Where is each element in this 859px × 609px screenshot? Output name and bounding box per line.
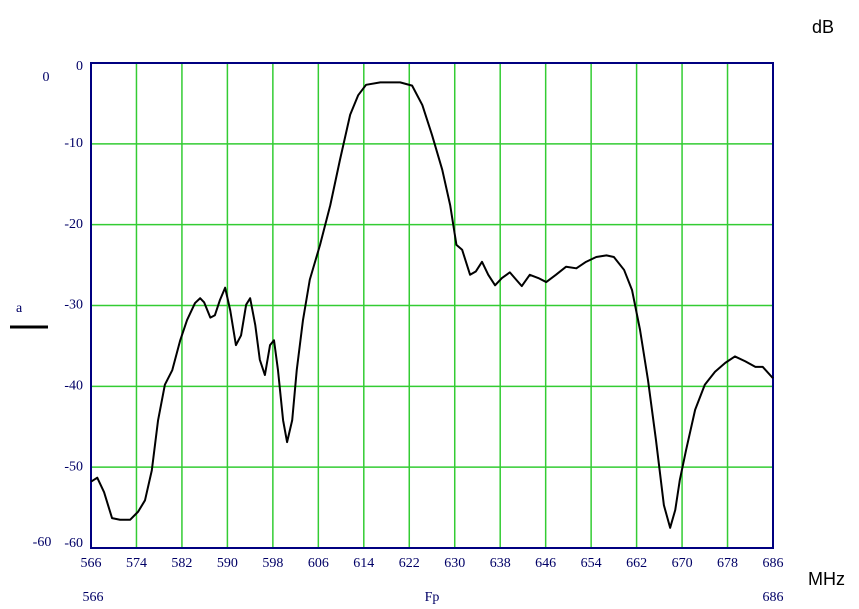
y-tick-label: -50 <box>64 459 83 474</box>
y-tick-label: -60 <box>64 536 83 551</box>
x-tick-label: 590 <box>217 556 238 571</box>
x-tick-label: 574 <box>126 556 147 571</box>
x-tick-label: 566 <box>81 556 102 571</box>
legend-label: a <box>16 301 23 316</box>
x-axis-label: Fp <box>425 590 440 605</box>
x-tick-label: 638 <box>490 556 511 571</box>
y-tick-label: -40 <box>64 379 83 394</box>
y-tick-label: 0 <box>76 59 83 74</box>
x-tick-label: 630 <box>444 556 465 571</box>
x-min-label: 566 <box>83 590 104 605</box>
x-tick-label: 606 <box>308 556 329 571</box>
data-line <box>90 81 774 529</box>
y-min-label: -60 <box>33 535 52 550</box>
plot-frame <box>90 62 774 549</box>
x-tick-label: 654 <box>581 556 602 571</box>
x-tick-label: 678 <box>717 556 738 571</box>
x-tick-label: 686 <box>763 556 784 571</box>
y-tick-label: -30 <box>64 298 83 313</box>
x-tick-label: 622 <box>399 556 420 571</box>
x-tick-label: 646 <box>535 556 556 571</box>
y-tick-label: -20 <box>64 217 83 232</box>
y-tick-label: -10 <box>64 136 83 151</box>
x-tick-label: 614 <box>353 556 374 571</box>
x-tick-label: 582 <box>171 556 192 571</box>
x-tick-label: 598 <box>262 556 283 571</box>
x-max-label: 686 <box>763 590 784 605</box>
x-tick-label: 670 <box>672 556 693 571</box>
x-tick-label: 662 <box>626 556 647 571</box>
y-max-label: 0 <box>43 70 50 85</box>
x-unit: MHz <box>808 569 845 589</box>
y-unit: dB <box>812 17 834 37</box>
